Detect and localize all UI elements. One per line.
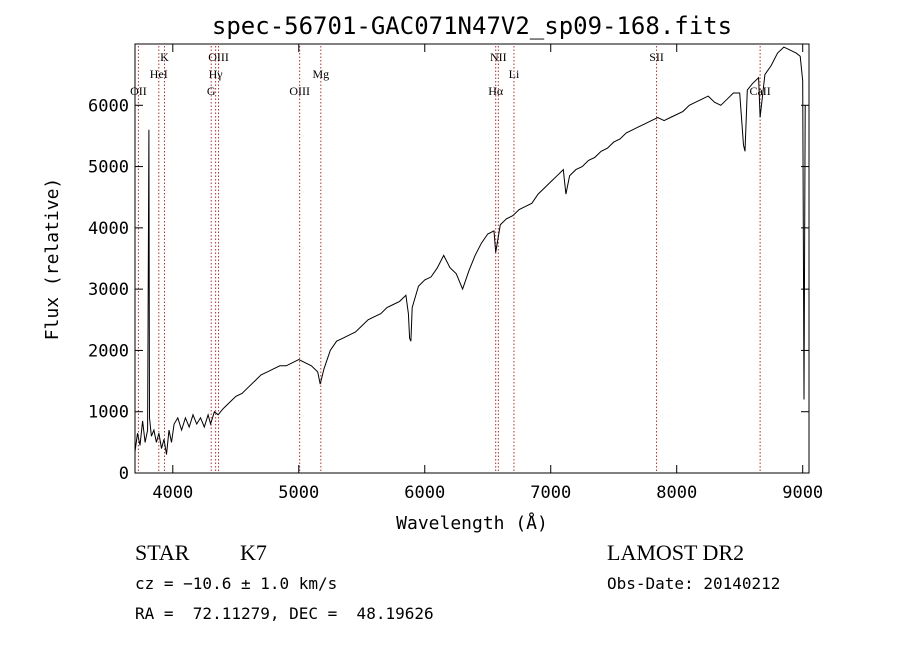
x-tick-label: 9000	[782, 483, 823, 503]
x-tick-label: 5000	[278, 483, 319, 503]
y-tick-label: 5000	[88, 158, 129, 178]
line-label: NII	[490, 50, 507, 64]
line-label: HeI	[150, 67, 168, 81]
x-tick-label: 8000	[656, 483, 697, 503]
survey-name: LAMOST DR2	[607, 540, 744, 565]
x-tick-label: 7000	[530, 483, 571, 503]
line-label: Li	[509, 67, 520, 81]
y-tick-label: 6000	[88, 96, 129, 116]
coords-text: RA = 72.11279, DEC = 48.19626	[135, 604, 434, 623]
y-tick-label: 0	[119, 464, 129, 484]
x-axis-label: Wavelength (Å)	[396, 512, 548, 534]
line-label: OIII	[289, 84, 310, 98]
line-label: Mg	[312, 67, 329, 81]
line-label: OIII	[208, 50, 229, 64]
y-tick-label: 3000	[88, 280, 129, 300]
line-label: SII	[649, 50, 664, 64]
object-subclass: K7	[240, 540, 267, 565]
line-label: OII	[130, 84, 147, 98]
y-tick-label: 2000	[88, 341, 129, 361]
y-axis-label: Flux (relative)	[42, 178, 63, 341]
line-label: Hγ	[209, 67, 224, 81]
line-label: G	[207, 84, 216, 98]
y-axis-ticks: 0 1000 2000 3000 4000 5000 6000	[88, 96, 809, 484]
spectrum-line	[134, 46, 806, 455]
x-axis-ticks: 4000 5000 6000 7000 8000 9000	[152, 44, 823, 503]
chart-title: spec-56701-GAC071N47V2_sp09-168.fits	[212, 12, 732, 40]
x-tick-label: 4000	[152, 483, 193, 503]
x-tick-label: 6000	[404, 483, 445, 503]
redshift-text: cz = −10.6 ± 1.0 km/s	[135, 574, 337, 593]
obs-date-text: Obs-Date: 20140212	[607, 574, 780, 593]
line-label: CaII	[749, 84, 770, 98]
y-tick-label: 1000	[88, 403, 129, 423]
line-label: K	[160, 50, 169, 64]
object-class: STAR	[135, 540, 190, 565]
line-label: Hα	[488, 84, 504, 98]
plot-frame	[134, 43, 810, 474]
y-tick-label: 4000	[88, 219, 129, 239]
